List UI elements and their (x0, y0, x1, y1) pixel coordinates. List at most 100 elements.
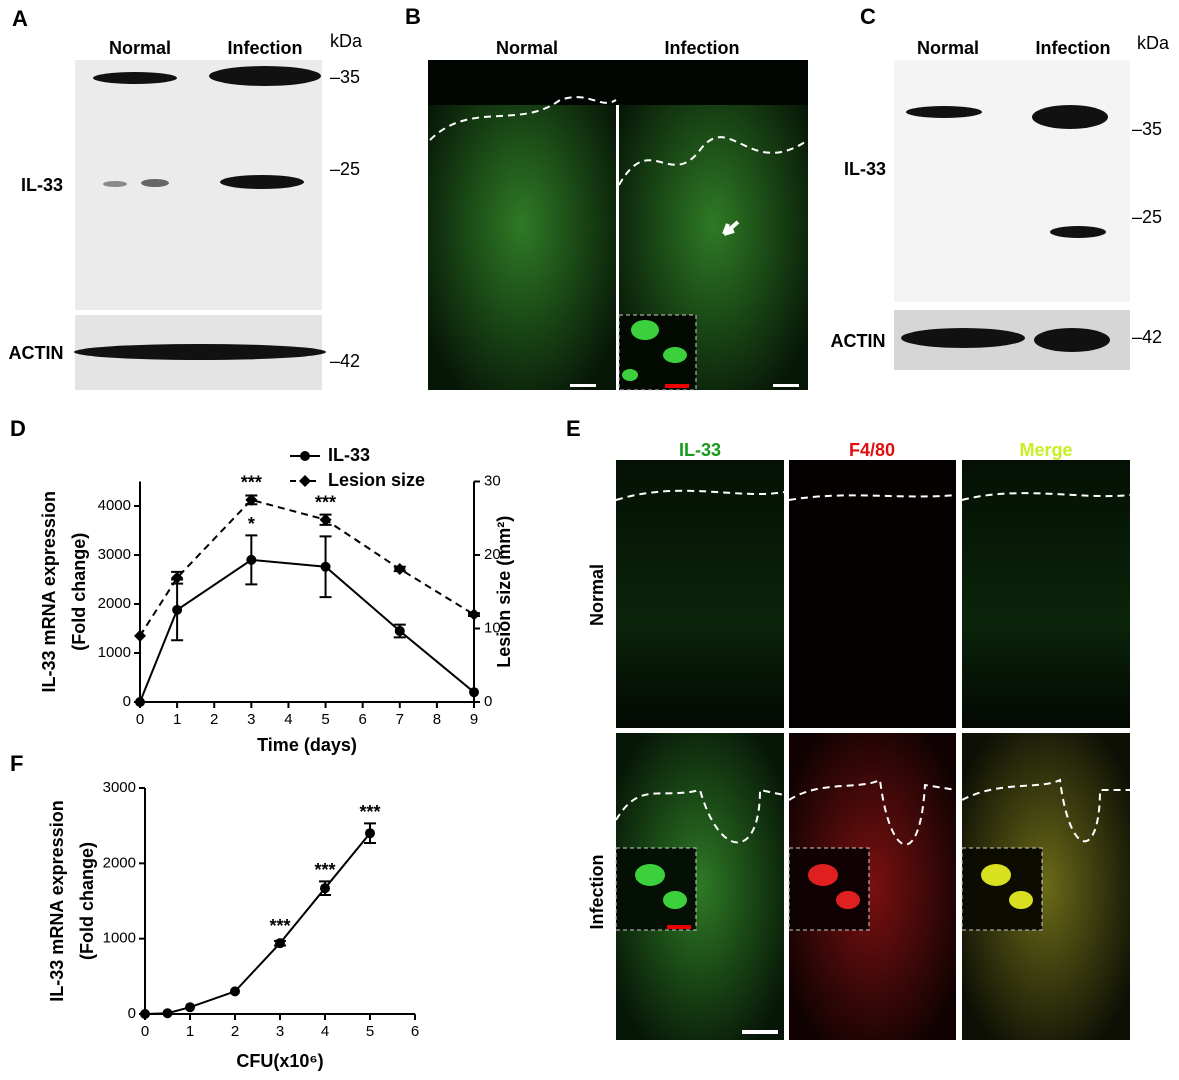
point (394, 625, 405, 636)
row-label: IL-33 (844, 159, 886, 179)
y-axis-label: IL-33 mRNA expression (47, 800, 67, 1001)
point (185, 1002, 195, 1013)
panel-letter: C (860, 4, 876, 29)
point (320, 561, 331, 572)
significance-label: *** (314, 860, 335, 880)
x-tick-label: 8 (433, 711, 441, 728)
blot-a (74, 60, 326, 390)
x-tick-label: 4 (321, 1023, 329, 1040)
point (171, 571, 184, 584)
y2-tick-label: 10 (484, 619, 501, 636)
point (172, 604, 183, 615)
marker-label: –25 (1132, 207, 1162, 227)
point (275, 938, 285, 949)
column-label: IL-33 (679, 440, 721, 460)
y2-tick-label: 20 (484, 546, 501, 563)
y-tick-label: 1000 (103, 930, 136, 947)
x-tick-label: 1 (186, 1023, 194, 1040)
y-tick-label: 3000 (103, 779, 136, 796)
row-label: IL-33 (21, 175, 63, 195)
legend-label: Lesion size (328, 470, 425, 490)
point (246, 554, 257, 565)
point (135, 697, 145, 707)
point (468, 608, 480, 621)
panel-letter: B (405, 4, 421, 29)
x-tick-label: 5 (321, 711, 329, 728)
point (365, 828, 375, 839)
y2-tick-label: 30 (484, 472, 501, 489)
panel-letter: D (10, 416, 26, 441)
point (319, 513, 332, 526)
y-axis-label: (Fold change) (77, 842, 97, 960)
point (230, 986, 240, 997)
x-tick-label: 6 (411, 1023, 419, 1040)
y-tick-label: 2000 (103, 854, 136, 871)
point (140, 1009, 150, 1019)
panel-letter: F (10, 751, 23, 776)
marker-label: –42 (330, 351, 360, 371)
x-tick-label: 2 (231, 1023, 239, 1040)
row-label: ACTIN (9, 343, 64, 363)
row-label: Infection (587, 855, 607, 930)
y-tick-label: 0 (123, 693, 131, 710)
x-tick-label: 5 (366, 1023, 374, 1040)
column-label: F4/80 (849, 440, 895, 460)
x-tick-label: 7 (396, 711, 404, 728)
point (320, 883, 330, 894)
panel-letter: E (566, 416, 581, 441)
significance-label: *** (315, 492, 336, 512)
x-tick-label: 6 (358, 711, 366, 728)
x-tick-label: 2 (210, 711, 218, 728)
legend-label: IL-33 (328, 445, 370, 465)
column-label: Normal (917, 38, 979, 58)
point (393, 562, 406, 575)
x-tick-label: 1 (173, 711, 181, 728)
point (162, 1008, 173, 1019)
column-label: Normal (496, 38, 558, 58)
legend-marker (299, 475, 311, 487)
marker-label: –42 (1132, 327, 1162, 347)
x-tick-label: 3 (276, 1023, 284, 1040)
significance-label: * (248, 514, 255, 534)
point (245, 493, 258, 506)
x-tick-label: 4 (284, 711, 292, 728)
point (469, 687, 479, 698)
series-line (139, 498, 475, 637)
y-tick-label: 0 (128, 1005, 136, 1022)
column-label: Merge (1019, 440, 1072, 460)
y-tick-label: 2000 (98, 595, 131, 612)
column-label: Infection (1036, 38, 1111, 58)
y-tick-label: 4000 (98, 497, 131, 514)
point (134, 629, 146, 642)
unit-label: kDa (330, 31, 363, 51)
column-label: Infection (665, 38, 740, 58)
y-axis-label: IL-33 mRNA expression (39, 491, 59, 692)
x-axis-label: Time (days) (257, 735, 357, 755)
marker-label: –25 (330, 159, 360, 179)
unit-label: kDa (1137, 33, 1170, 53)
marker-label: –35 (1132, 119, 1162, 139)
y-tick-label: 3000 (98, 546, 131, 563)
x-axis-label: CFU(x10⁶) (236, 1051, 323, 1071)
x-tick-label: 0 (141, 1023, 149, 1040)
blot-c (894, 60, 1130, 370)
y-axis-label: (Fold change) (69, 533, 89, 651)
significance-label: *** (359, 802, 380, 822)
legend-marker (300, 451, 310, 461)
row-label: Normal (587, 564, 607, 626)
column-label: Normal (109, 38, 171, 58)
x-tick-label: 9 (470, 711, 478, 728)
x-tick-label: 0 (136, 711, 144, 728)
micrograph-e (615, 460, 1131, 1040)
micrograph-b (428, 60, 809, 391)
y2-axis-label: Lesion size (mm²) (494, 516, 514, 668)
y2-tick-label: 0 (484, 693, 492, 710)
y-tick-label: 1000 (98, 644, 131, 661)
x-tick-label: 3 (247, 711, 255, 728)
significance-label: *** (269, 916, 290, 936)
panel-letter: A (12, 6, 28, 31)
series-line (139, 558, 475, 703)
row-label: ACTIN (831, 331, 886, 351)
marker-label: –35 (330, 67, 360, 87)
